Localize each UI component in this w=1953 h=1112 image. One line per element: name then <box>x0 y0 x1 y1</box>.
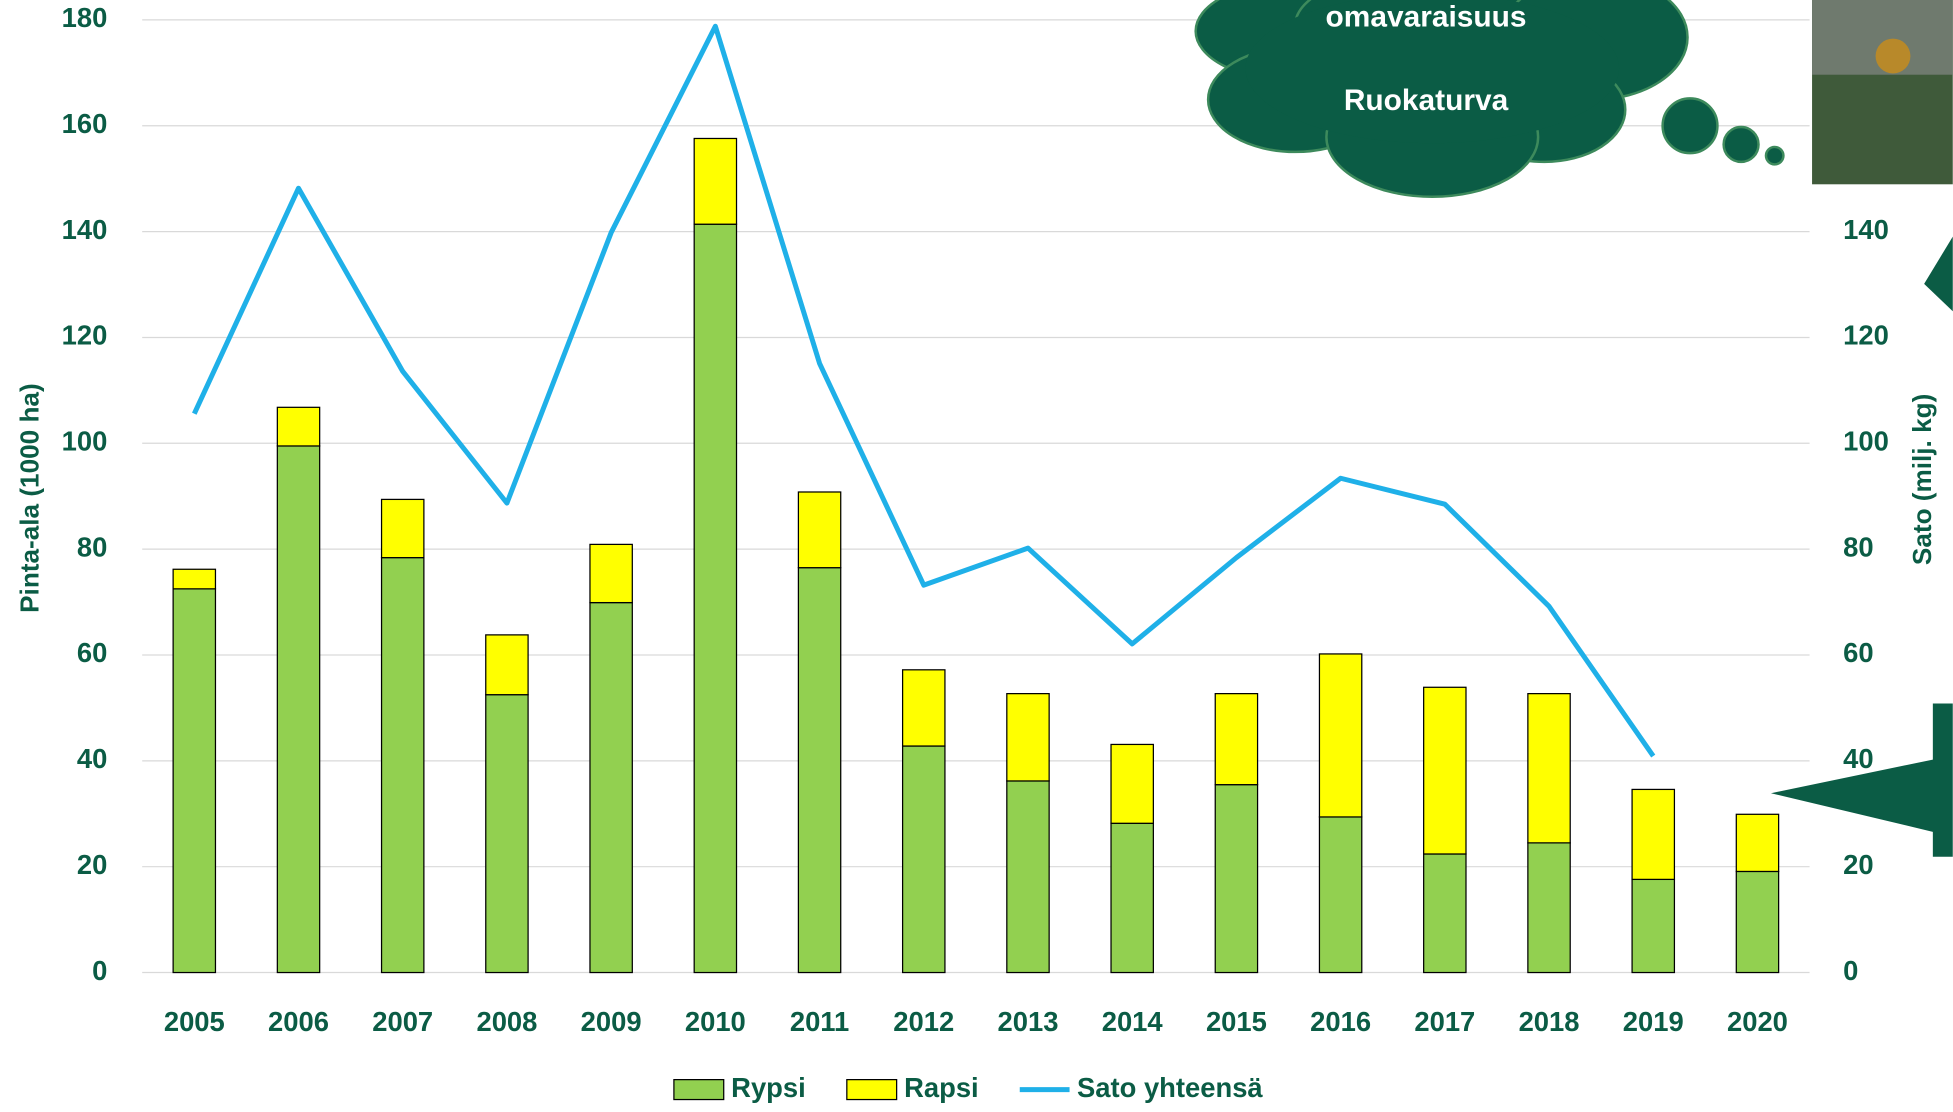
bar <box>1528 843 1570 973</box>
legend-label: Rypsi <box>731 1072 806 1103</box>
y2-tick-label: 140 <box>1843 214 1889 245</box>
y2-axis-title: Sato (milj. kg) <box>1907 394 1937 565</box>
bar <box>1007 781 1049 973</box>
bar <box>173 569 215 589</box>
bar <box>1319 654 1361 817</box>
x-tick-label: 2010 <box>685 1006 746 1037</box>
x-tick-label: 2014 <box>1102 1006 1164 1037</box>
x-tick-label: 2011 <box>790 1006 849 1037</box>
x-tick-label: 2006 <box>268 1006 329 1037</box>
bar <box>1424 854 1466 973</box>
y-tick-label: 120 <box>62 320 108 351</box>
bar <box>1215 694 1257 785</box>
legend-swatch <box>674 1080 724 1100</box>
bar <box>173 589 215 973</box>
y-tick-label: 180 <box>62 2 108 33</box>
x-tick-label: 2007 <box>372 1006 433 1037</box>
bar <box>1736 871 1778 972</box>
bar <box>1111 744 1153 823</box>
legend-label: Sato yhteensä <box>1077 1072 1263 1103</box>
bar <box>1215 785 1257 973</box>
x-tick-label: 2009 <box>581 1006 642 1037</box>
x-tick-label: 2008 <box>476 1006 537 1037</box>
x-tick-label: 2012 <box>893 1006 954 1037</box>
chart: 0 20 40 60 80 100 120 140 omavaraisuus Ruokatur… <box>0 0 1953 1112</box>
bar <box>590 544 632 602</box>
bar <box>382 499 424 557</box>
arrow-shape <box>1924 237 1953 312</box>
y-tick-label: 140 <box>62 214 108 245</box>
bar <box>1632 789 1674 879</box>
y-tick-label: 160 <box>62 108 108 139</box>
annotation: Ruokaturva <box>1344 84 1509 117</box>
bar <box>1319 817 1361 973</box>
y2-tick-label: 20 <box>1843 849 1873 880</box>
y-tick-label: 80 <box>77 531 107 562</box>
annotation: omavaraisuus <box>1326 1 1527 34</box>
bar <box>277 446 319 973</box>
photo-tree <box>1876 39 1911 74</box>
bar <box>1424 687 1466 854</box>
bar <box>277 407 319 446</box>
y-tick-label: 60 <box>77 637 107 668</box>
y-tick-label: 0 <box>92 955 107 986</box>
bar <box>1736 814 1778 871</box>
bar <box>382 558 424 973</box>
y-tick-label: 100 <box>62 426 108 457</box>
x-tick-label: 2005 <box>164 1006 225 1037</box>
decoration: omavaraisuus Ruokaturva <box>1196 0 1953 857</box>
y-axis-title: Pinta-ala (1000 ha) <box>14 383 44 613</box>
bar <box>590 603 632 973</box>
bar <box>1528 694 1570 843</box>
bar <box>798 492 840 568</box>
bar <box>694 224 736 972</box>
bar <box>798 568 840 973</box>
y-tick-label: 20 <box>77 849 107 880</box>
bar <box>903 746 945 973</box>
callout-shape <box>1771 704 1953 857</box>
x-tick-label: 2016 <box>1310 1006 1371 1037</box>
bar <box>486 695 528 973</box>
y2-tick-label: 80 <box>1843 531 1873 562</box>
x-tick-label: 2018 <box>1519 1006 1580 1037</box>
bar <box>1007 694 1049 781</box>
y2-tick-label: 120 <box>1843 320 1889 351</box>
x-tick-label: 2019 <box>1623 1006 1684 1037</box>
y-tick-label: 40 <box>77 743 107 774</box>
legend-label: Rapsi <box>904 1072 979 1103</box>
y2-tick-label: 0 <box>1843 955 1858 986</box>
bar <box>1632 879 1674 972</box>
y2-tick-label: 60 <box>1843 637 1873 668</box>
bar <box>694 138 736 224</box>
y2-tick-label: 100 <box>1843 426 1889 457</box>
legend-swatch <box>847 1080 897 1100</box>
bar <box>903 670 945 746</box>
x-tick-label: 2017 <box>1414 1006 1475 1037</box>
y2-tick-label: 40 <box>1843 743 1873 774</box>
bar <box>1111 823 1153 972</box>
x-tick-label: 2015 <box>1206 1006 1267 1037</box>
x-tick-label: 2013 <box>998 1006 1059 1037</box>
x-tick-label: 2020 <box>1727 1006 1788 1037</box>
bar <box>486 635 528 695</box>
